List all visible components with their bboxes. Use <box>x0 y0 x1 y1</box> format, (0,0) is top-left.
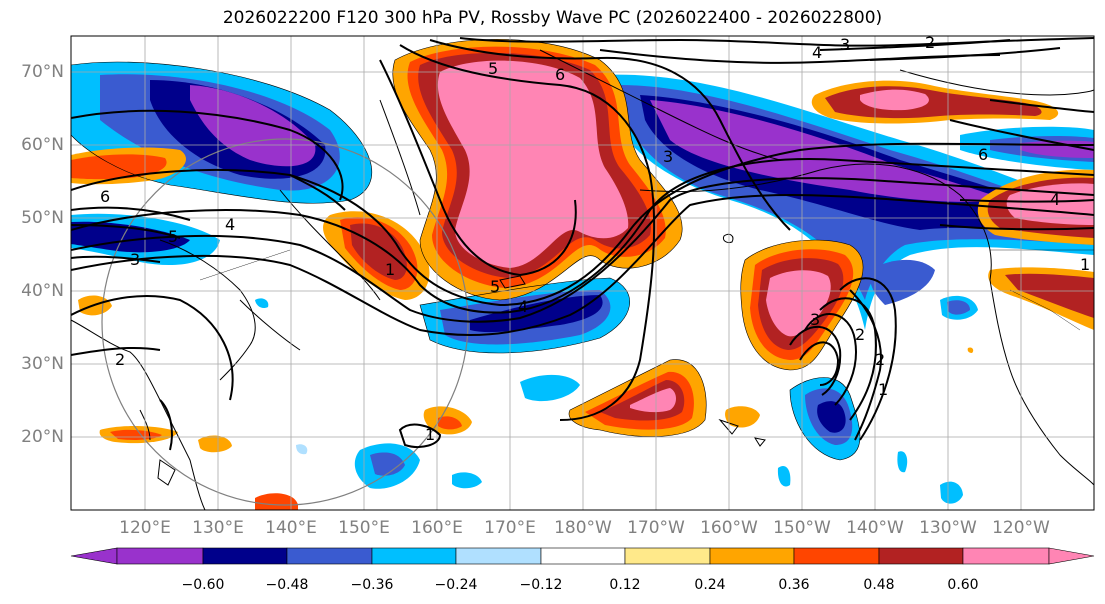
contour-label: 1 <box>878 380 888 399</box>
contour-label: 6 <box>100 187 110 206</box>
colorbar-tick-label: 0.24 <box>694 577 726 593</box>
contour-label: 5 <box>488 59 498 78</box>
lon-label: 140°E <box>265 518 317 538</box>
lon-label: 160°E <box>411 518 463 538</box>
contour-label: 4 <box>225 215 235 234</box>
lon-label: 170°W <box>627 518 685 538</box>
contour-label: 2 <box>875 350 885 369</box>
colorbar-tick-label: −0.60 <box>181 577 225 593</box>
contour-labels: 3 2 4 5 6 6 5 4 3 3 6 4 5 4 1 2 1 2 3 1 … <box>100 33 1090 444</box>
contour-label: 6 <box>978 145 988 164</box>
contour-label: 6 <box>555 65 565 84</box>
lon-label: 160°W <box>700 518 758 538</box>
borders <box>199 249 1094 331</box>
contour-label: 3 <box>810 310 820 329</box>
map-title: 2026022200 F120 300 hPa PV, Rossby Wave … <box>222 8 883 28</box>
lon-label: 140°W <box>846 518 904 538</box>
colorbar-tick-label: 0.60 <box>947 577 979 593</box>
contour-label: 2 <box>925 33 935 52</box>
lat-label-70n: 70°N <box>21 62 64 82</box>
lon-label: 150°W <box>773 518 831 538</box>
contour-label: 2 <box>855 325 865 344</box>
colorbar-tick-label: −0.48 <box>265 577 309 593</box>
contour-label: 1 <box>425 425 435 444</box>
contour-label: 1 <box>385 260 395 279</box>
lat-label-40n: 40°N <box>21 281 64 301</box>
lat-label-60n: 60°N <box>21 135 64 155</box>
contour-label: 3 <box>663 147 673 166</box>
lat-label-20n: 20°N <box>21 427 64 447</box>
colorbar-tick-label: −0.12 <box>519 577 563 593</box>
contour-label: 4 <box>1050 190 1060 209</box>
colorbar-tick-label: 0.12 <box>609 577 641 593</box>
contour-label: 5 <box>168 227 178 246</box>
colorbar-tick-label: −0.24 <box>434 577 478 593</box>
colorbar-tick-label: 0.48 <box>863 577 895 593</box>
contour-label: 4 <box>518 297 528 316</box>
contour-label: 5 <box>490 277 500 296</box>
colorbar-tick-label: −0.36 <box>350 577 394 593</box>
colorbar <box>70 547 1095 565</box>
lon-label: 120°E <box>119 518 171 538</box>
colorbar-extend-high <box>1048 547 1095 565</box>
lon-label: 150°E <box>338 518 390 538</box>
colorbar-extend-low <box>70 547 118 565</box>
lon-label: 130°E <box>192 518 244 538</box>
lat-label-30n: 30°N <box>21 354 64 374</box>
contour-label: 3 <box>840 35 850 54</box>
lon-label: 120°W <box>992 518 1050 538</box>
lon-label: 180°W <box>554 518 612 538</box>
lat-label-50n: 50°N <box>21 208 64 228</box>
contour-label: 4 <box>812 43 822 62</box>
contour-label: 1 <box>1080 255 1090 274</box>
lon-label: 170°E <box>484 518 536 538</box>
lon-label: 130°W <box>919 518 977 538</box>
contour-label: 2 <box>115 350 125 369</box>
contour-label: 3 <box>130 250 140 269</box>
colorbar-tick-label: 0.36 <box>778 577 810 593</box>
map-frame <box>70 35 1095 511</box>
contours <box>71 37 1094 451</box>
